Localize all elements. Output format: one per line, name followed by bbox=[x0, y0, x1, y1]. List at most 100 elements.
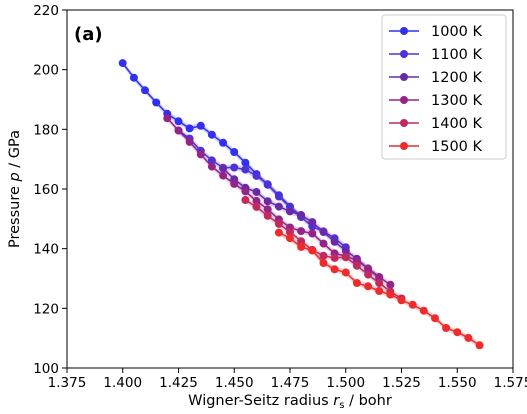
data-point bbox=[252, 188, 261, 196]
legend-item: 1300 K bbox=[389, 93, 483, 109]
y-tick-label: 120 bbox=[33, 301, 59, 317]
data-point bbox=[274, 192, 283, 201]
data-point bbox=[219, 171, 228, 180]
data-point bbox=[341, 268, 350, 277]
data-point bbox=[185, 137, 194, 146]
data-point bbox=[274, 219, 283, 228]
data-point bbox=[241, 158, 250, 167]
y-tick-label: 200 bbox=[33, 63, 59, 79]
data-point bbox=[297, 211, 306, 219]
data-point bbox=[286, 207, 294, 216]
data-point bbox=[196, 121, 205, 130]
legend-marker bbox=[400, 50, 408, 58]
panel-label: (a) bbox=[74, 24, 103, 45]
x-tick-label: 1.550 bbox=[438, 375, 477, 391]
legend-label: 1500 K bbox=[431, 139, 483, 155]
data-point bbox=[319, 251, 328, 260]
data-point bbox=[163, 114, 172, 123]
data-point bbox=[364, 282, 373, 291]
data-point bbox=[308, 246, 317, 255]
x-axis-label: Wigner-Seitz radius rs / bohr bbox=[188, 393, 392, 411]
y-axis-label: Pressure p / GPa bbox=[7, 130, 23, 248]
data-point bbox=[297, 227, 306, 236]
legend-item: 1100 K bbox=[389, 47, 483, 63]
y-tick-label: 180 bbox=[33, 122, 59, 138]
y-axis: 100 120 140 160 180 200 220 bbox=[33, 3, 67, 377]
data-point bbox=[230, 148, 239, 156]
data-point bbox=[319, 239, 328, 248]
data-point bbox=[230, 163, 239, 172]
legend-marker bbox=[400, 73, 408, 81]
data-point bbox=[453, 328, 462, 337]
data-point bbox=[330, 253, 339, 262]
data-point bbox=[230, 179, 239, 188]
data-point bbox=[408, 300, 417, 309]
x-tick-label: 1.375 bbox=[48, 375, 87, 391]
legend-marker bbox=[400, 142, 408, 150]
data-point bbox=[174, 126, 183, 135]
data-point bbox=[386, 290, 395, 299]
legend-item: 1000 K bbox=[389, 24, 483, 40]
x-tick-label: 1.425 bbox=[159, 375, 198, 391]
data-point bbox=[141, 86, 149, 95]
data-point bbox=[118, 59, 127, 68]
data-point bbox=[286, 234, 294, 243]
data-point bbox=[207, 130, 216, 139]
data-point bbox=[330, 237, 339, 246]
x-tick-label: 1.575 bbox=[494, 375, 527, 391]
data-point bbox=[263, 180, 272, 189]
legend-label: 1200 K bbox=[431, 70, 483, 86]
data-point bbox=[297, 237, 306, 246]
data-point bbox=[274, 202, 283, 211]
data-point bbox=[252, 196, 261, 205]
legend-item: 1400 K bbox=[389, 116, 483, 132]
series-5 bbox=[274, 228, 484, 350]
data-point bbox=[207, 162, 216, 171]
data-point bbox=[475, 341, 484, 350]
x-tick-label: 1.400 bbox=[103, 375, 142, 391]
data-point bbox=[375, 287, 384, 295]
data-point bbox=[464, 333, 473, 342]
data-point bbox=[352, 261, 361, 270]
data-point bbox=[375, 279, 384, 287]
series-line bbox=[178, 129, 347, 248]
data-point bbox=[352, 279, 361, 287]
series-band-0 bbox=[122, 60, 302, 220]
data-point bbox=[319, 259, 328, 267]
data-point bbox=[252, 202, 261, 211]
data-point bbox=[241, 165, 250, 174]
data-point bbox=[375, 273, 384, 281]
series-band-2 bbox=[223, 165, 380, 281]
legend: 1000 K 1100 K 1200 K 1300 K 1400 K 1500 K bbox=[381, 14, 507, 160]
x-tick-label: 1.525 bbox=[382, 375, 421, 391]
data-point bbox=[330, 265, 339, 274]
data-point bbox=[319, 228, 328, 236]
data-point bbox=[263, 211, 272, 220]
data-point bbox=[442, 324, 451, 332]
data-point bbox=[263, 205, 272, 214]
data-point bbox=[431, 314, 439, 323]
legend-label: 1400 K bbox=[431, 116, 483, 132]
series-layer bbox=[118, 59, 484, 350]
legend-marker bbox=[400, 119, 408, 127]
data-point bbox=[341, 253, 350, 262]
data-point bbox=[196, 150, 205, 159]
y-tick-label: 140 bbox=[33, 242, 59, 258]
data-point bbox=[297, 242, 306, 251]
data-point bbox=[174, 117, 183, 126]
data-point bbox=[185, 124, 194, 133]
y-tick-label: 100 bbox=[33, 361, 59, 377]
data-point bbox=[386, 280, 395, 289]
data-point bbox=[241, 196, 250, 204]
data-point bbox=[308, 218, 317, 227]
data-point bbox=[397, 296, 406, 305]
data-point bbox=[263, 197, 272, 206]
data-point bbox=[207, 156, 216, 165]
legend-label: 1000 K bbox=[431, 24, 483, 40]
legend-item: 1200 K bbox=[389, 70, 483, 86]
data-point bbox=[241, 187, 250, 196]
data-point bbox=[152, 98, 161, 107]
legend-marker bbox=[400, 96, 408, 104]
data-point bbox=[308, 229, 317, 238]
data-point bbox=[219, 138, 228, 147]
